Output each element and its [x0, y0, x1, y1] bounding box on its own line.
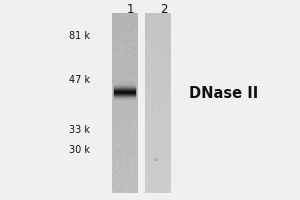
- Text: DNase II: DNase II: [189, 86, 258, 101]
- Text: 33 k: 33 k: [69, 125, 90, 135]
- Text: 47 k: 47 k: [69, 75, 90, 85]
- Text: 1: 1: [127, 3, 134, 16]
- Text: 2: 2: [160, 3, 167, 16]
- Text: 81 k: 81 k: [69, 31, 90, 41]
- Text: 30 k: 30 k: [69, 145, 90, 155]
